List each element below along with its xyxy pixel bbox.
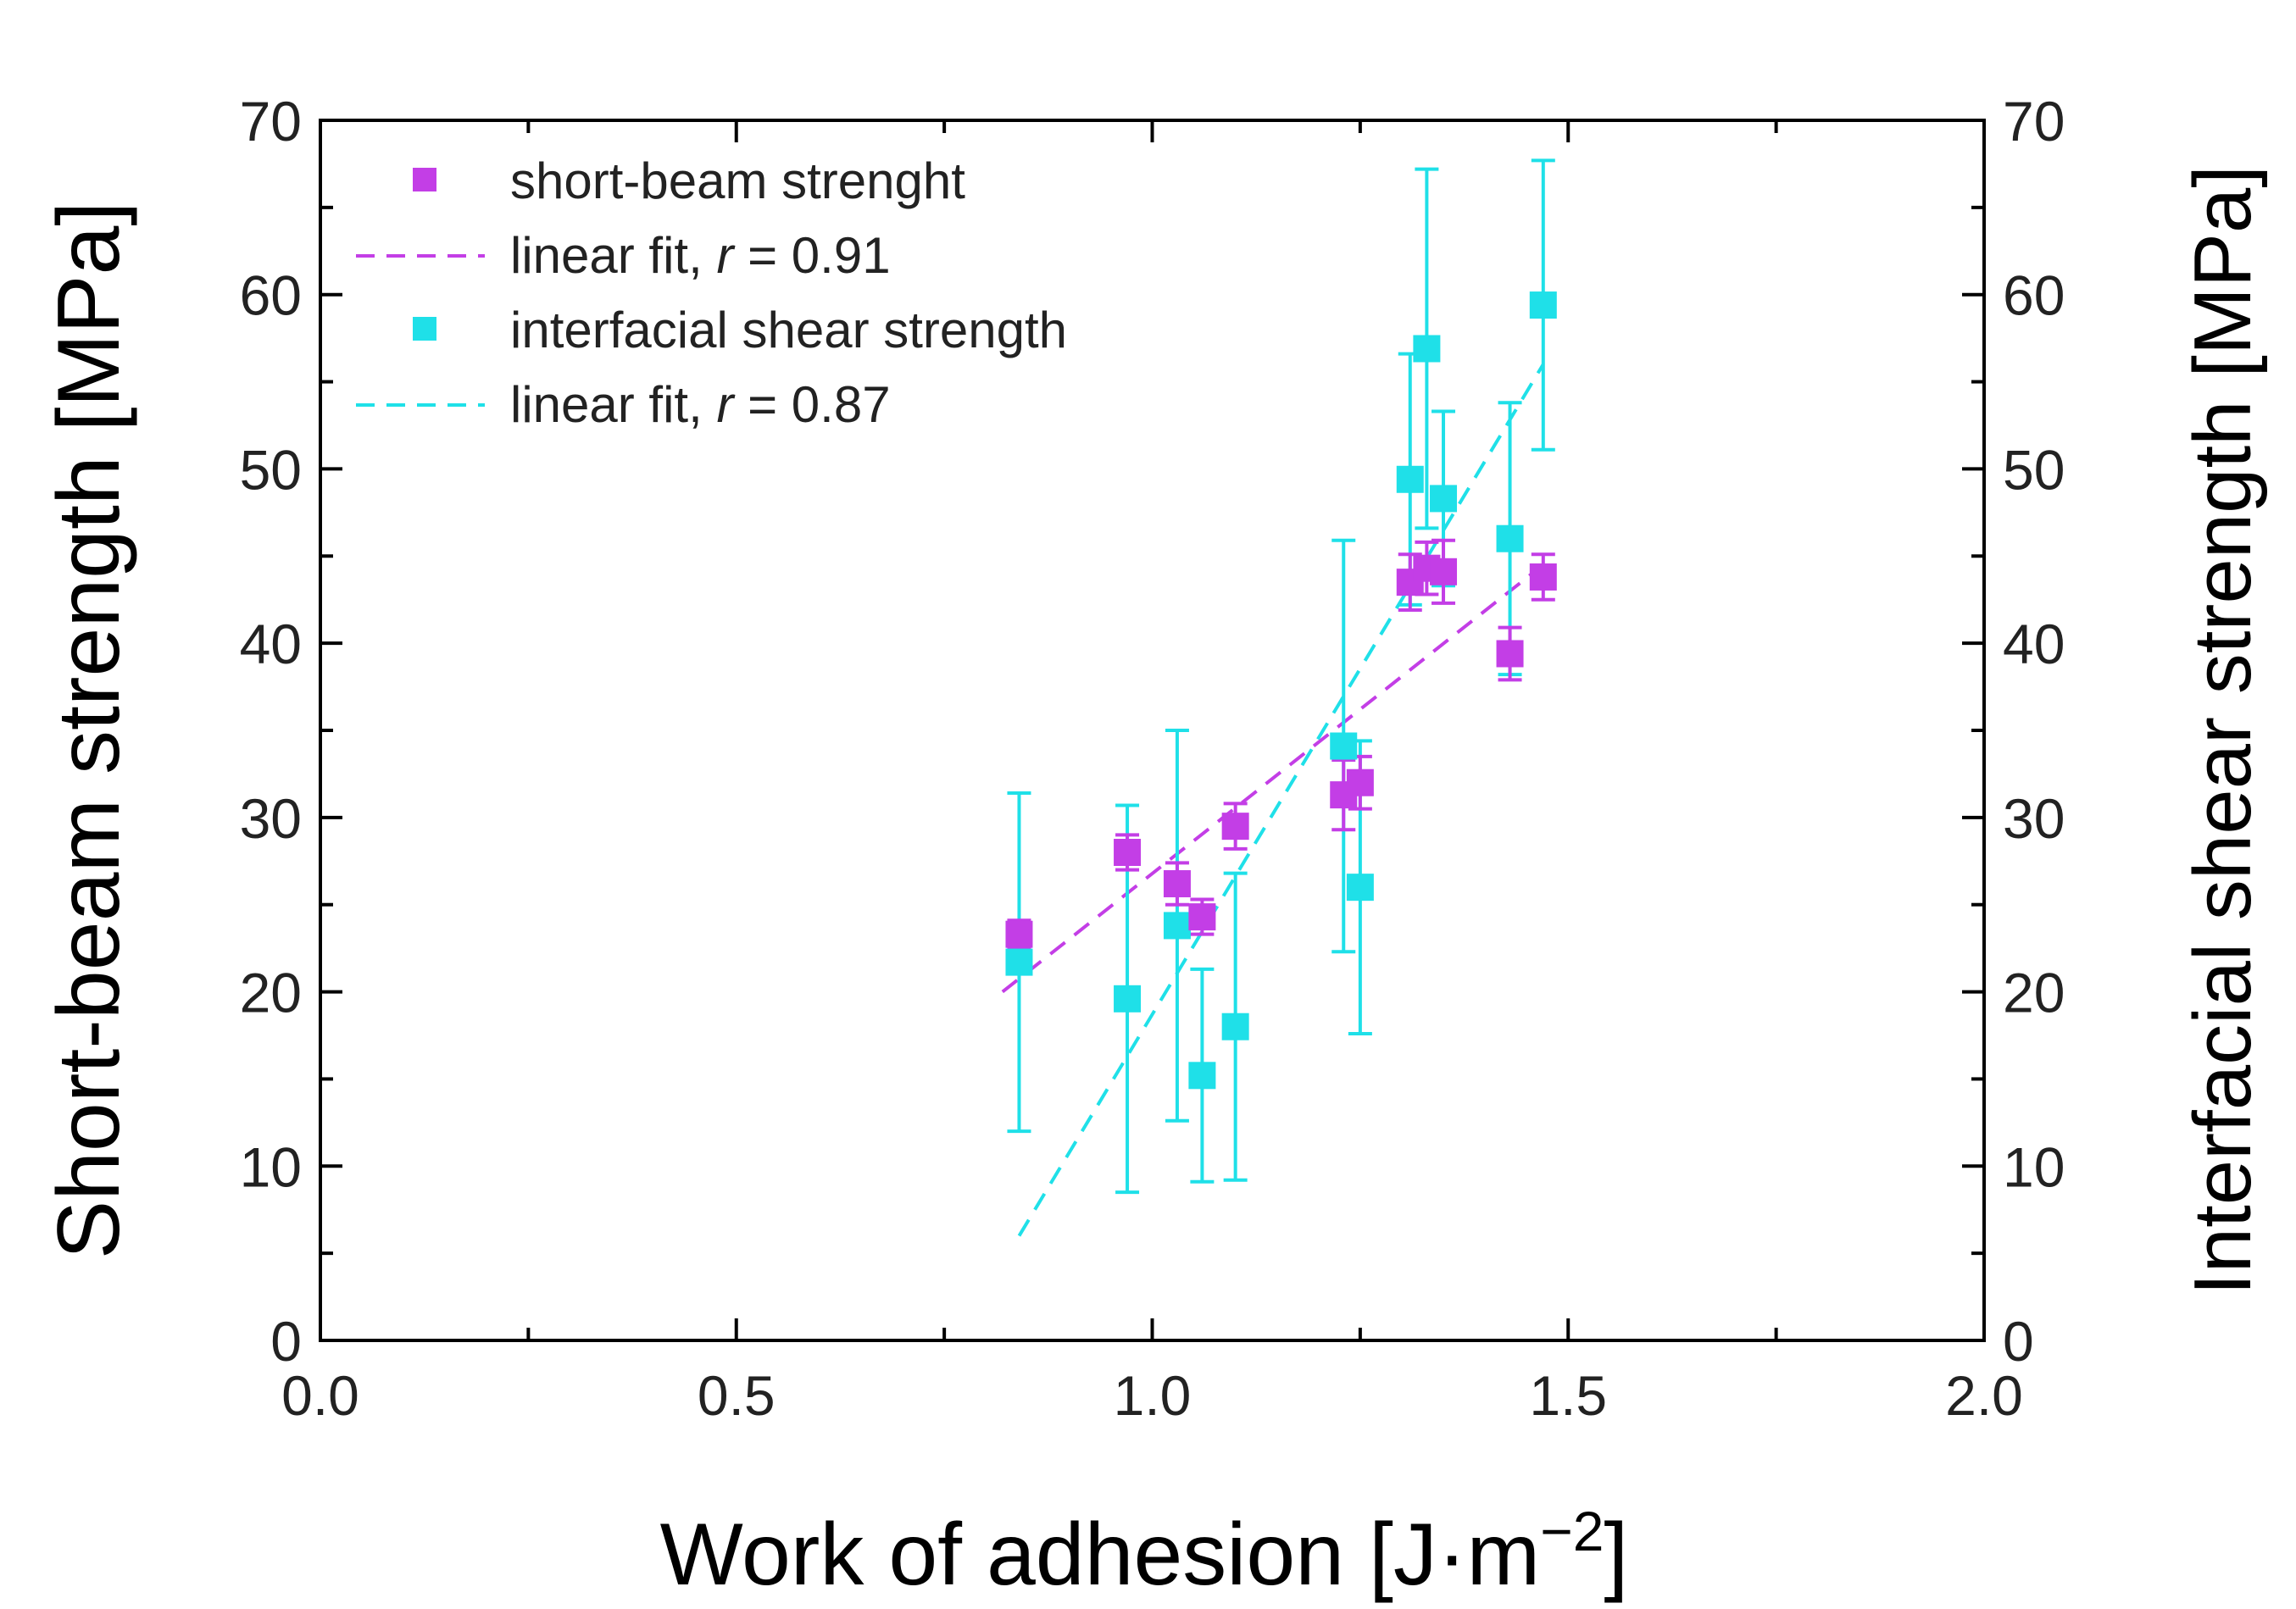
legend-label-sbs-fit-r: r (716, 227, 735, 284)
marker-short-beam (1346, 768, 1374, 796)
y-tick-label-right: 40 (2003, 613, 2065, 675)
x-tick-label: 1.5 (1529, 1364, 1607, 1427)
fit-line-short-beam (1001, 563, 1545, 994)
x-tick-label: 0.5 (698, 1364, 776, 1427)
y-tick-label-left: 20 (240, 962, 302, 1024)
x-tick-label: 1.0 (1114, 1364, 1192, 1427)
x-axis-label-main: Work of adhesion [J·m (660, 1506, 1540, 1604)
legend: short-beam strenght linear fit, r = 0.91… (356, 153, 1067, 433)
marker-interfacial-shear (1188, 1062, 1216, 1090)
marker-short-beam (1188, 903, 1216, 931)
y-tick-label-left: 30 (240, 787, 302, 850)
marker-short-beam (1005, 920, 1033, 948)
marker-interfacial-shear (1221, 1013, 1249, 1040)
marker-short-beam (1496, 640, 1524, 668)
marker-interfacial-shear (1163, 912, 1191, 940)
y-tick-label-left: 40 (240, 613, 302, 675)
x-axis-label-end: ] (1604, 1506, 1628, 1604)
y-tick-label-right: 10 (2003, 1135, 2065, 1198)
legend-label-ifss-fit-r: r (716, 376, 735, 433)
y-tick-label-right: 30 (2003, 787, 2065, 850)
y-tick-label-right: 50 (2003, 438, 2065, 501)
legend-label-ifss-fit-value: = 0.87 (733, 376, 890, 433)
marker-interfacial-shear (1430, 485, 1458, 513)
legend-label-sbs-fit-prefix: linear fit, (510, 227, 716, 284)
legend-label-sbs: short-beam strenght (510, 153, 965, 209)
legend-label-sbs-fit: linear fit, r = 0.91 (510, 227, 891, 284)
legend-marker-ifss (413, 317, 436, 341)
y-tick-label-left: 70 (240, 90, 302, 153)
legend-label-ifss-fit-prefix: linear fit, (510, 376, 716, 433)
fit-lines (1001, 363, 1545, 1237)
marker-interfacial-shear (1413, 335, 1441, 363)
marker-interfacial-shear (1005, 948, 1033, 976)
legend-label-ifss: interfacial shear strength (510, 302, 1067, 358)
marker-short-beam (1529, 563, 1557, 591)
marker-interfacial-shear (1529, 291, 1557, 319)
y-tick-label-right: 60 (2003, 264, 2065, 327)
marker-interfacial-shear (1346, 874, 1374, 902)
x-tick-label: 2.0 (1945, 1364, 2023, 1427)
y-axis-label-right: Interfacial shear strength [MPa] (2177, 165, 2268, 1296)
marker-short-beam (1221, 813, 1249, 841)
x-axis-label-superscript: −2 (1540, 1500, 1604, 1562)
y-tick-label-right: 0 (2003, 1310, 2034, 1373)
marker-interfacial-shear (1330, 732, 1358, 760)
x-axis-label: Work of adhesion [J·m−2] (660, 1500, 1629, 1604)
fit-line-interfacial-shear (1017, 363, 1545, 1237)
marker-interfacial-shear (1114, 985, 1142, 1013)
marker-short-beam (1114, 839, 1142, 866)
y-tick-label-left: 0 (270, 1310, 302, 1373)
marker-short-beam (1163, 870, 1191, 898)
legend-label-sbs-fit-value: = 0.91 (733, 227, 890, 284)
y-tick-label-left: 60 (240, 264, 302, 327)
y-tick-label-right: 70 (2003, 90, 2065, 153)
marker-short-beam (1430, 558, 1458, 585)
y-tick-label-left: 50 (240, 438, 302, 501)
y-tick-label-right: 20 (2003, 962, 2065, 1024)
marker-interfacial-shear (1396, 465, 1424, 493)
x-tick-label: 0.0 (281, 1364, 359, 1427)
y-tick-label-left: 10 (240, 1135, 302, 1198)
data-markers (1005, 291, 1557, 1090)
legend-marker-sbs (413, 168, 436, 191)
marker-interfacial-shear (1496, 524, 1524, 552)
y-axis-label-left: Short-beam strength [MPa] (40, 202, 138, 1260)
legend-label-ifss-fit: linear fit, r = 0.87 (510, 376, 891, 433)
